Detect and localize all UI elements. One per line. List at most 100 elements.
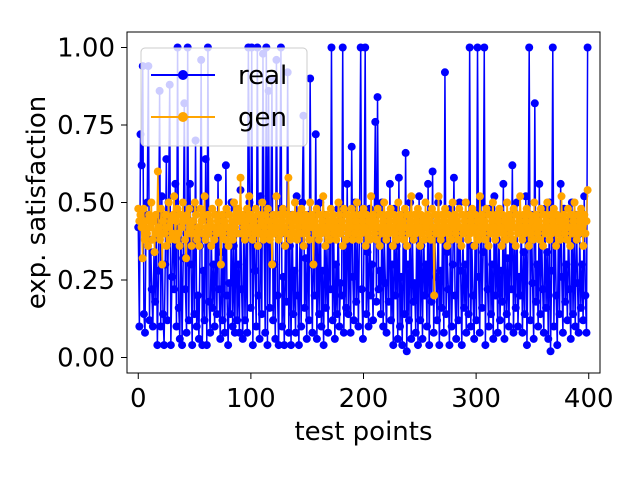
data-point [282,297,291,306]
data-point [234,260,243,269]
data-point [368,223,377,232]
data-point [512,198,521,207]
data-point [139,204,148,213]
data-point [280,341,289,350]
data-point [522,341,531,350]
y-tick-label: 0.00 [57,344,115,374]
data-point [290,198,299,207]
data-point [497,241,506,250]
data-point [375,241,384,250]
data-point [473,217,482,226]
data-point [583,186,592,195]
data-point [488,198,497,207]
data-point [429,328,438,337]
data-point [236,173,245,182]
y-tick-label: 0.75 [57,111,115,141]
data-point [297,322,306,331]
data-point [425,217,434,226]
data-point [164,198,173,207]
data-point [549,204,558,213]
data-point [383,210,392,219]
data-point [371,117,380,126]
data-point [424,179,433,188]
data-point [574,328,583,337]
data-point [258,198,267,207]
data-point [248,235,257,244]
data-point [403,260,412,269]
data-point [232,210,241,219]
data-point [157,192,166,201]
data-point [202,223,211,232]
data-point [562,235,571,244]
data-point [285,217,294,226]
data-point [306,74,315,83]
data-point [552,241,561,250]
data-point [461,260,470,269]
data-point [504,223,513,232]
data-point [547,229,556,238]
data-point [553,210,562,219]
data-point [349,210,358,219]
data-point [498,210,507,219]
data-point [403,241,411,250]
data-point [529,334,538,343]
data-point [533,229,542,238]
data-point [531,297,540,306]
data-point [469,223,478,232]
data-point [552,291,561,300]
data-point [269,316,278,325]
data-point [483,285,492,294]
data-point [160,341,169,350]
x-axis: 0 100 200 300 400 [130,373,614,414]
data-point [325,235,334,244]
data-point [310,291,319,300]
data-point [466,322,475,331]
data-point [404,210,413,219]
data-point [529,235,538,244]
data-point [556,235,565,244]
data-point [503,198,512,207]
data-point [459,229,468,238]
data-point [208,204,217,213]
data-point [495,316,504,325]
data-point [188,341,197,350]
data-point [301,210,310,219]
data-point [475,192,484,201]
data-point [324,217,333,226]
data-point [314,235,323,244]
data-point [223,291,232,300]
data-point [372,297,381,306]
data-point [427,297,436,306]
data-point [382,328,391,337]
data-point [518,235,527,244]
data-point [162,241,171,250]
data-point [447,235,456,244]
data-point [195,241,204,250]
data-point [422,322,431,331]
data-point [330,334,339,343]
data-point [542,217,551,226]
data-point [515,272,524,281]
data-point [337,217,346,226]
data-point [312,334,321,343]
data-point [392,217,401,226]
data-point [318,217,327,226]
data-point [254,291,263,300]
data-point [210,322,219,331]
data-point [329,210,338,219]
data-point [527,229,536,238]
data-point [339,204,348,213]
data-point [491,235,500,244]
data-point [312,204,321,213]
data-point [444,285,453,294]
data-point [222,204,231,213]
data-point [573,210,582,219]
data-point [330,229,339,238]
data-point [490,192,499,201]
data-point [484,241,493,250]
data-point [469,291,478,300]
data-point [265,303,274,312]
data-point [170,285,179,294]
data-point [566,334,575,343]
data-point [450,210,459,219]
